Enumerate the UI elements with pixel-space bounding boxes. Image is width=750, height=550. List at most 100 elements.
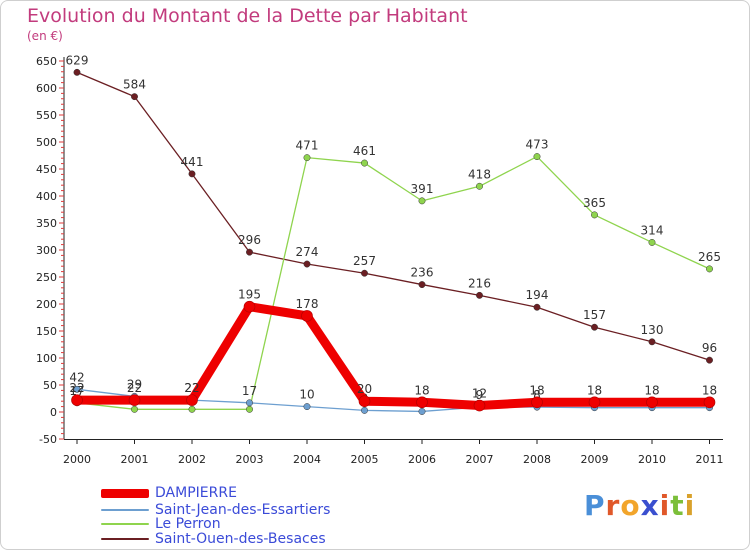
y-tick-label: 150: [36, 325, 57, 338]
data-label-dampierre: 20: [357, 382, 372, 396]
chart-title: Evolution du Montant de la Dette par Hab…: [27, 5, 468, 27]
logo-letter: r: [605, 489, 621, 522]
y-tick-label: 550: [36, 109, 57, 122]
data-label-saint-ouen-des-besaces: 96: [702, 341, 717, 355]
x-tick-label: 2001: [121, 453, 149, 466]
data-point-dampierre: [703, 396, 716, 409]
series-line-saint-ouen-des-besaces: [76, 71, 711, 361]
data-point-le-perron: [591, 211, 598, 219]
data-point-dampierre: [531, 396, 543, 409]
y-tick-label: 300: [36, 244, 57, 257]
data-label-dampierre: 22: [69, 381, 84, 395]
data-label-saint-ouen-des-besaces: 584: [123, 78, 146, 92]
data-label-dampierre: 178: [296, 297, 319, 311]
x-tick-label: 2008: [523, 453, 551, 466]
data-point-dampierre: [128, 394, 141, 406]
data-point-le-perron: [361, 159, 368, 167]
data-label-saint-jean-des-essartiers: 10: [299, 388, 314, 402]
data-point-dampierre: [71, 394, 83, 406]
x-tick-label: 2006: [408, 453, 436, 466]
x-tick-label: 2005: [351, 453, 379, 466]
data-label-dampierre: 22: [184, 381, 199, 395]
data-label-le-perron: 461: [353, 144, 376, 158]
data-label-saint-jean-des-essartiers: 29: [127, 377, 142, 391]
data-label-dampierre: 18: [414, 383, 429, 397]
data-point-saint-jean-des-essartiers: [361, 406, 368, 414]
data-point-dampierre: [186, 394, 198, 406]
y-tick-label: 600: [36, 82, 57, 95]
data-point-saint-jean-des-essartiers: [418, 408, 426, 415]
y-tick-label: 0: [50, 406, 57, 419]
data-point-saint-ouen-des-besaces: [246, 248, 253, 256]
data-label-dampierre: 195: [238, 288, 261, 302]
data-point-le-perron: [303, 154, 311, 162]
legend-swatch: [101, 509, 149, 511]
y-tick-label: 50: [43, 379, 57, 392]
x-tick-label: 2011: [696, 453, 724, 466]
x-tick-label: 2009: [581, 453, 609, 466]
data-point-saint-ouen-des-besaces: [533, 303, 541, 311]
data-point-saint-ouen-des-besaces: [303, 260, 311, 268]
data-label-saint-jean-des-essartiers: 17: [242, 384, 257, 398]
y-tick-label: 450: [36, 163, 57, 176]
data-point-dampierre: [646, 396, 658, 409]
data-point-saint-ouen-des-besaces: [418, 281, 426, 289]
data-point-le-perron: [533, 153, 541, 161]
x-tick-label: 2007: [466, 453, 494, 466]
logo-letter: x: [640, 489, 660, 522]
x-tick-label: 2002: [178, 453, 206, 466]
data-point-saint-jean-des-essartiers: [303, 403, 311, 411]
x-tick-label: 2010: [638, 453, 666, 466]
data-point-le-perron: [706, 265, 713, 273]
data-point-le-perron: [246, 405, 253, 413]
legend-item-dampierre[interactable]: DAMPIERRE: [101, 485, 237, 501]
data-label-le-perron: 418: [468, 167, 491, 181]
data-point-saint-ouen-des-besaces: [131, 93, 138, 101]
legend-item-saint-jean-des-essartiers[interactable]: Saint-Jean-des-Essartiers: [101, 502, 330, 518]
data-label-dampierre: 12: [472, 387, 487, 401]
data-point-saint-ouen-des-besaces: [591, 323, 598, 331]
legend-label: Saint-Ouen-des-Besaces: [155, 531, 326, 547]
x-tick-label: 2003: [236, 453, 264, 466]
data-label-le-perron: 473: [526, 138, 549, 152]
legend-item-le-perron[interactable]: Le Perron: [101, 516, 221, 532]
series-line-dampierre: [72, 302, 714, 411]
data-point-dampierre: [588, 396, 601, 409]
logo-letter: t: [670, 489, 685, 522]
data-point-saint-ouen-des-besaces: [361, 269, 368, 277]
data-label-saint-ouen-des-besaces: 236: [411, 266, 434, 280]
data-label-dampierre: 18: [644, 383, 659, 397]
data-point-saint-ouen-des-besaces: [706, 356, 713, 364]
data-label-le-perron: 391: [411, 182, 434, 196]
legend-item-saint-ouen-des-besaces[interactable]: Saint-Ouen-des-Besaces: [101, 531, 326, 547]
data-label-dampierre: 18: [702, 383, 717, 397]
y-tick-label: 350: [36, 217, 57, 230]
data-point-le-perron: [648, 238, 656, 246]
data-label-saint-jean-des-essartiers: 9: [476, 388, 484, 402]
data-point-saint-jean-des-essartiers: [73, 385, 81, 393]
data-point-dampierre: [301, 310, 313, 322]
data-point-dampierre: [358, 395, 371, 408]
proxiti-logo: Proxiti: [584, 489, 695, 522]
data-point-le-perron: [188, 405, 196, 413]
data-point-dampierre: [416, 396, 428, 409]
data-point-le-perron: [418, 197, 426, 205]
logo-letter: i: [659, 489, 671, 522]
data-label-saint-ouen-des-besaces: 629: [66, 53, 89, 67]
data-label-le-perron: 365: [583, 196, 606, 210]
data-point-le-perron: [131, 405, 138, 413]
data-point-dampierre: [473, 399, 486, 412]
logo-letter: P: [584, 489, 606, 522]
data-point-saint-ouen-des-besaces: [188, 170, 196, 178]
legend-swatch: [101, 538, 149, 540]
y-tick-label: 650: [36, 55, 57, 68]
data-label-dampierre: 18: [587, 383, 602, 397]
y-tick-label: -50: [39, 433, 57, 446]
data-label-le-perron: 471: [296, 139, 319, 153]
y-tick-label: 400: [36, 190, 57, 203]
logo-letter: o: [620, 489, 641, 522]
data-label-saint-ouen-des-besaces: 194: [526, 288, 549, 302]
data-label-dampierre: 22: [127, 381, 142, 395]
